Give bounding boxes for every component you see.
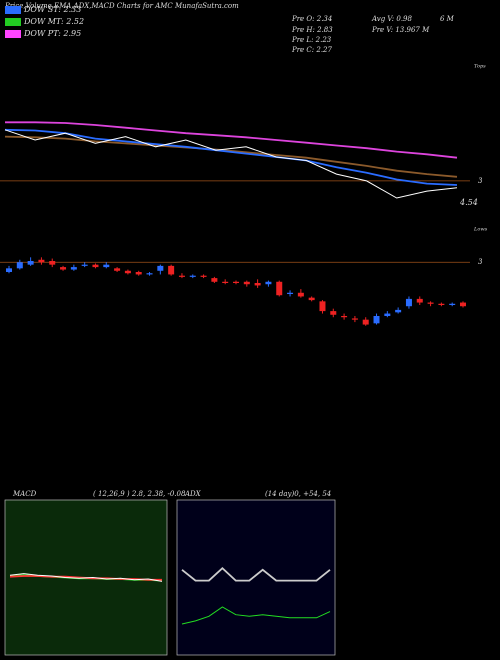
candle-body: [178, 275, 185, 277]
stat: Avg V: 0.98: [371, 15, 412, 23]
candle-body: [233, 281, 239, 283]
candle-body: [27, 261, 34, 265]
legend-label: DOW PT: 2.95: [23, 29, 81, 38]
price-annotation: 4.54: [459, 198, 478, 207]
candle-body: [38, 259, 45, 263]
candle-body: [276, 281, 283, 296]
candle-body: [308, 297, 315, 301]
panel-subtitle: (14 day)0, +54, 54: [265, 490, 331, 498]
legend-label: DOW ST: 2.33: [23, 5, 81, 14]
y-tick-label: 3: [478, 258, 483, 266]
stat: Pre H: 2.83: [291, 26, 333, 34]
tops-label: Tops: [474, 64, 486, 70]
candle-body: [341, 316, 348, 318]
candle-body: [60, 267, 67, 270]
candle-body: [405, 298, 412, 307]
series-line: [9, 573, 163, 582]
panel-bg: [4, 499, 168, 656]
legend-swatch: [5, 18, 21, 26]
stat: Pre C: 2.27: [291, 46, 332, 54]
candle-body: [297, 292, 304, 297]
candle-body: [373, 316, 380, 324]
candle-body: [395, 309, 402, 313]
legend-swatch: [5, 6, 21, 14]
candle-body: [243, 281, 250, 285]
candle-body: [351, 318, 358, 320]
candle-body: [6, 268, 12, 272]
candle-body: [92, 264, 99, 268]
stat: 6 M: [440, 15, 455, 23]
legend-label: DOW MT: 2.52: [23, 17, 84, 26]
candle-body: [146, 273, 153, 275]
candle-body: [287, 292, 294, 294]
candle-body: [460, 302, 466, 307]
series-line: [4, 128, 458, 186]
page-title: Price,Volume,EMA,ADX,MACD Charts for AMC…: [4, 2, 239, 10]
legend-swatch: [5, 30, 21, 38]
candle-body: [222, 281, 229, 283]
series-line: [181, 566, 331, 582]
candle-body: [449, 303, 456, 305]
candle-body: [319, 301, 326, 312]
candle-body: [49, 261, 56, 265]
candle-body: [189, 275, 196, 277]
candle-body: [168, 265, 175, 275]
y-tick-label: 3: [478, 177, 483, 185]
candle-body: [211, 278, 218, 282]
lows-label: Lows: [473, 227, 488, 233]
candle-body: [200, 275, 207, 277]
candle-body: [124, 270, 131, 274]
panel-title: ADX: [184, 490, 202, 498]
candle-body: [330, 311, 337, 315]
candle-body: [135, 272, 142, 275]
candle-body: [157, 265, 164, 271]
stat: Pre V: 13.967 M: [371, 26, 430, 34]
candle-body: [254, 283, 261, 286]
panel-bg: [176, 499, 336, 656]
candle-body: [81, 264, 88, 266]
candle-body: [103, 264, 110, 268]
series-line: [4, 135, 458, 178]
candle-body: [362, 319, 369, 325]
stat: Pre O: 2.34: [291, 15, 332, 23]
candle-body: [265, 281, 272, 285]
candle-body: [114, 268, 121, 271]
candle-body: [384, 313, 391, 316]
candle-body: [16, 262, 23, 269]
candle-body: [70, 267, 77, 270]
panel-subtitle: ( 12,26,9 ) 2.8, 2.38, -0.08: [93, 490, 186, 498]
candle-body: [427, 302, 434, 304]
candle-body: [416, 298, 423, 303]
series-line: [4, 129, 458, 199]
series-line: [181, 606, 331, 625]
series-line: [5, 121, 458, 159]
panel-title: MACD: [12, 490, 37, 498]
stat: Pre L: 2.23: [291, 36, 332, 44]
candle-body: [438, 303, 445, 305]
